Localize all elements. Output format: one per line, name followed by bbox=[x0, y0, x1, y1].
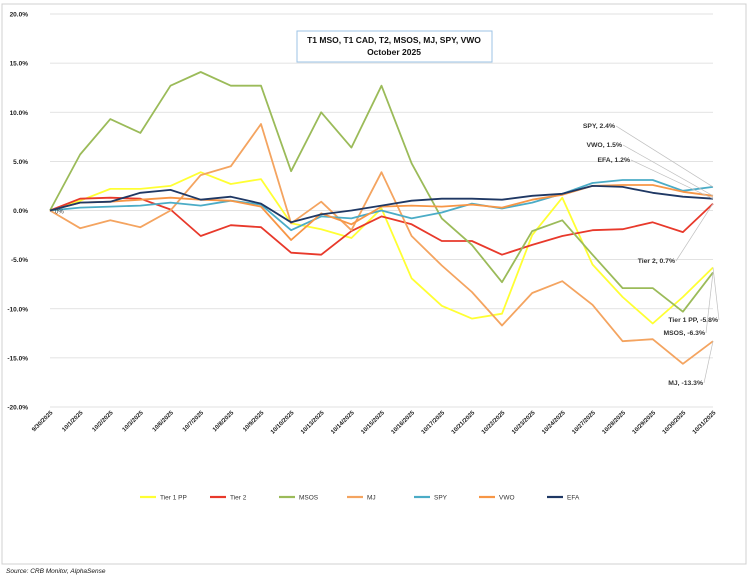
series-line-efa bbox=[49, 184, 714, 224]
x-tick-label: 10/9/2025 bbox=[242, 410, 266, 434]
y-tick-label: 20.0% bbox=[10, 12, 29, 19]
legend-label: MSOS bbox=[299, 495, 319, 502]
x-tick-label: 10/13/2025 bbox=[300, 410, 326, 436]
x-tick-label: 10/1/2025 bbox=[61, 410, 85, 434]
x-tick-label: 10/3/2025 bbox=[122, 410, 146, 434]
x-tick-label: 10/21/2025 bbox=[451, 410, 477, 436]
annotation-label: SPY, 2.4% bbox=[583, 123, 615, 130]
series-line-mj bbox=[49, 123, 714, 365]
annotation-label: MSOS, -6.3% bbox=[663, 330, 705, 337]
x-tick-label: 9/30/2025 bbox=[31, 410, 55, 434]
x-tick-label: 10/29/2025 bbox=[632, 410, 658, 436]
legend-label: SPY bbox=[434, 495, 448, 502]
x-tick-label: 10/10/2025 bbox=[270, 410, 296, 436]
x-tick-label: 10/23/2025 bbox=[511, 410, 537, 436]
x-tick-label: 10/2/2025 bbox=[92, 410, 116, 434]
annotation-leader bbox=[622, 144, 714, 197]
chart-title: T1 MSO, T1 CAD, T2, MSOS, MJ, SPY, VWO bbox=[307, 35, 481, 45]
x-tick-label: 10/28/2025 bbox=[602, 410, 628, 436]
annotation-leader bbox=[705, 272, 714, 334]
annotation-leader bbox=[615, 125, 714, 188]
series-line-spy bbox=[49, 179, 714, 232]
x-tick-label: 10/22/2025 bbox=[481, 410, 507, 436]
annotation-label: EFA, 1.2% bbox=[598, 157, 631, 164]
annotation-leader bbox=[703, 341, 714, 384]
x-tick-label: 10/17/2025 bbox=[421, 410, 447, 436]
y-tick-label: -20.0% bbox=[7, 405, 28, 412]
x-tick-label: 10/30/2025 bbox=[662, 410, 688, 436]
y-tick-label: -15.0% bbox=[7, 355, 28, 362]
x-tick-label: 10/7/2025 bbox=[182, 410, 206, 434]
series-line-vwo bbox=[49, 184, 714, 241]
annotation-leader bbox=[630, 159, 714, 200]
legend-label: Tier 1 PP bbox=[160, 495, 187, 502]
chart-border bbox=[1, 3, 747, 565]
series-line-tier-1-pp bbox=[49, 171, 714, 325]
annotation-leader bbox=[675, 203, 714, 262]
source-note: Source: CRB Monitor, AlphaSense bbox=[6, 568, 106, 575]
y-tick-label: 0.0% bbox=[13, 208, 28, 215]
series-line-msos bbox=[49, 71, 714, 313]
legend-label: Tier 2 bbox=[230, 495, 247, 502]
y-tick-label: -10.0% bbox=[7, 306, 28, 313]
zero-label: 0% bbox=[55, 210, 64, 216]
x-tick-label: 10/15/2025 bbox=[360, 410, 386, 436]
y-tick-label: -5.0% bbox=[11, 257, 28, 264]
legend-label: EFA bbox=[567, 495, 580, 502]
y-tick-label: 5.0% bbox=[13, 159, 28, 166]
annotation-label: MJ, -13.3% bbox=[668, 380, 703, 387]
series-line-tier-2 bbox=[49, 196, 714, 256]
x-tick-label: 10/24/2025 bbox=[541, 410, 567, 436]
x-tick-label: 10/14/2025 bbox=[330, 410, 356, 436]
legend-label: VWO bbox=[499, 495, 515, 502]
chart-subtitle: October 2025 bbox=[367, 47, 421, 57]
x-tick-label: 10/31/2025 bbox=[692, 410, 718, 436]
x-tick-label: 10/27/2025 bbox=[571, 410, 597, 436]
annotation-leader bbox=[712, 267, 720, 321]
title-box bbox=[296, 30, 493, 63]
y-tick-label: 10.0% bbox=[10, 110, 29, 117]
y-tick-label: 15.0% bbox=[10, 61, 29, 68]
legend-label: MJ bbox=[367, 495, 376, 502]
annotation-label: Tier 2, 0.7% bbox=[638, 258, 675, 265]
x-tick-label: 10/6/2025 bbox=[152, 410, 176, 434]
annotation-label: VWO, 1.5% bbox=[586, 142, 622, 149]
annotation-label: Tier 1 PP, -5.8% bbox=[668, 317, 718, 324]
x-tick-label: 10/16/2025 bbox=[391, 410, 417, 436]
x-tick-label: 10/8/2025 bbox=[212, 410, 236, 434]
